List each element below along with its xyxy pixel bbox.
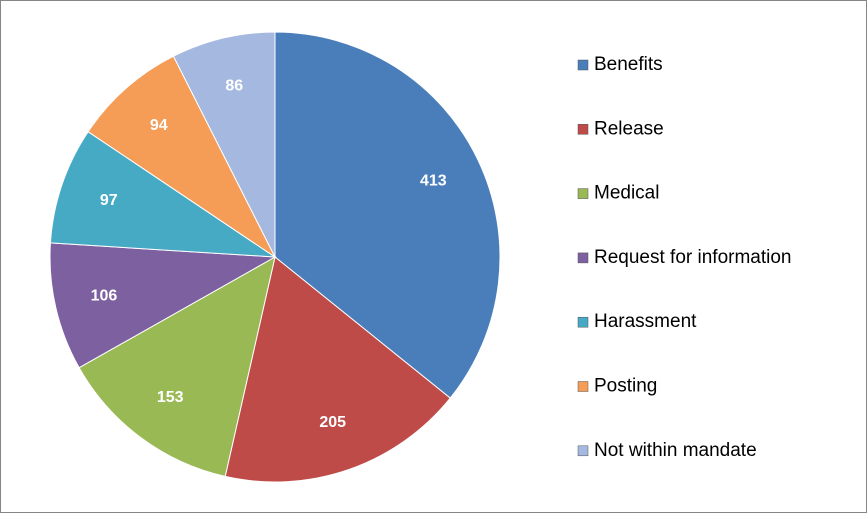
data-label: 97 — [100, 192, 118, 209]
legend-label: Release — [594, 118, 664, 139]
legend-marker — [577, 316, 589, 328]
data-label: 413 — [420, 172, 447, 189]
legend-marker — [577, 59, 589, 71]
legend-marker — [577, 252, 589, 264]
pie-slice — [172, 31, 276, 258]
legend-marker — [577, 188, 589, 199]
legend-label: Harassment — [594, 311, 697, 332]
legend-label: Not within mandate — [594, 440, 757, 461]
legend-marker — [577, 445, 589, 457]
legend-marker — [577, 124, 589, 135]
pie-slice — [87, 55, 277, 259]
legend-label: Posting — [594, 376, 657, 397]
legend-label: Medical — [594, 183, 659, 204]
legend-marker — [577, 381, 589, 392]
legend-label: Request for information — [594, 247, 792, 268]
data-label: 106 — [91, 288, 118, 305]
pie-slice — [49, 242, 277, 369]
pie-slice — [224, 256, 451, 483]
data-label: 94 — [150, 117, 168, 134]
legend-label: Benefits — [594, 54, 663, 75]
data-label: 86 — [225, 78, 243, 95]
pie-slice — [274, 31, 501, 399]
data-label: 205 — [319, 414, 346, 431]
data-label: 153 — [157, 389, 184, 406]
pie-slice — [49, 130, 277, 258]
pie-slice — [78, 256, 276, 478]
